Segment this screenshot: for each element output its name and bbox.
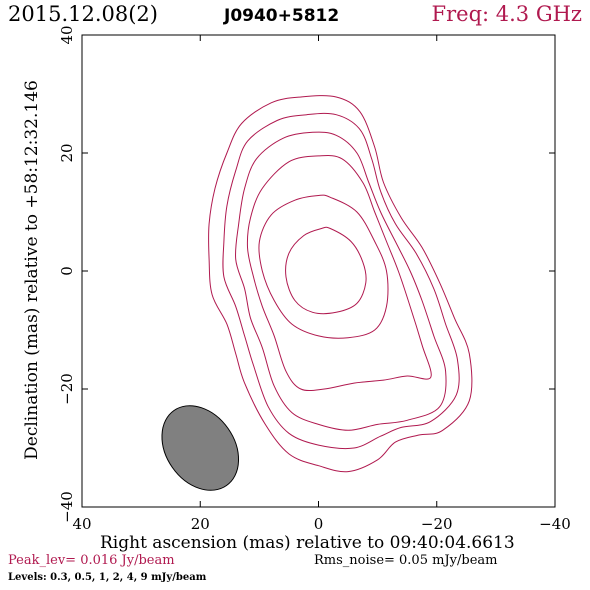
axis-ticks — [81, 34, 556, 508]
contour-level-1 — [234, 131, 447, 431]
source-name: J0940+5812 — [224, 6, 340, 26]
frequency-label: Freq: 4.3 GHz — [431, 2, 582, 26]
contour-level-2 — [246, 155, 432, 392]
contour-level-0.5 — [222, 112, 460, 450]
contour-lines — [208, 95, 473, 473]
plot-frame — [81, 34, 556, 508]
axis-tick-labels: 40 20 0 −20 −40 −40 −20 0 20 40 — [58, 25, 571, 533]
y-tick-label: −20 — [58, 373, 76, 405]
y-tick-label: −40 — [58, 491, 76, 523]
x-tick-label: −40 — [539, 515, 571, 533]
y-tick-label: 20 — [58, 143, 76, 162]
x-axis-label: Right ascension (mas) relative to 09:40:… — [100, 533, 515, 553]
contour-level-0.3 — [208, 95, 473, 473]
y-axis-label: Declination (mas) relative to +58:12:32.… — [22, 80, 42, 460]
beam-ellipse-group — [161, 405, 240, 491]
contour-level-4 — [258, 194, 389, 339]
peak-level: Peak_lev= 0.016 Jy/beam — [8, 553, 175, 568]
contour-level-9 — [285, 226, 367, 315]
beam-ellipse — [161, 405, 240, 491]
observation-date: 2015.12.08(2) — [8, 2, 158, 26]
x-tick-label: 0 — [314, 515, 324, 533]
y-tick-label: 0 — [58, 266, 76, 276]
contour-levels: Levels: 0.3, 0.5, 1, 2, 4, 9 mJy/beam — [8, 572, 207, 583]
x-tick-label: 20 — [191, 515, 210, 533]
x-tick-label: −20 — [421, 515, 453, 533]
rms-noise: Rms_noise= 0.05 mJy/beam — [314, 553, 498, 568]
y-tick-label: 40 — [58, 25, 76, 44]
x-tick-label: 40 — [72, 515, 91, 533]
